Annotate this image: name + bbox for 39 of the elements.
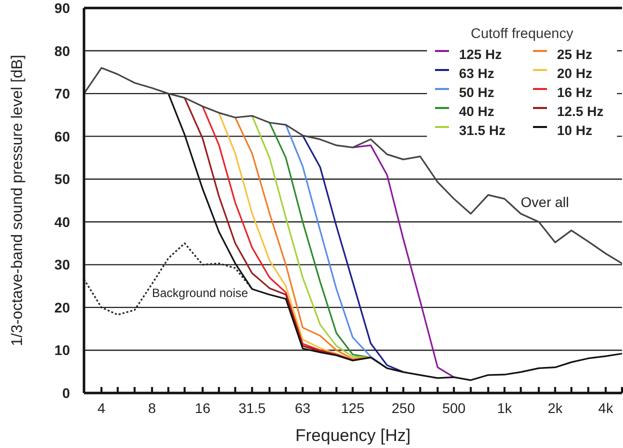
x-tick-label: 125 bbox=[341, 400, 365, 416]
line-series bbox=[352, 144, 455, 378]
y-axis-title: 1/3-octave-band sound pressure level [dB] bbox=[9, 54, 26, 346]
legend-title: Cutoff frequency bbox=[470, 25, 574, 41]
y-tick-label: 50 bbox=[54, 171, 70, 188]
y-tick-label: 30 bbox=[54, 256, 70, 273]
y-tick-label: 80 bbox=[54, 42, 70, 59]
legend-label: 10 Hz bbox=[557, 123, 593, 138]
x-tick-label: 31.5 bbox=[238, 400, 266, 416]
legend-label: 50 Hz bbox=[459, 85, 495, 100]
line-series bbox=[83, 67, 623, 264]
x-tick-label: 250 bbox=[392, 400, 416, 416]
x-axis-title: Frequency [Hz] bbox=[295, 426, 411, 445]
legend-label: 20 Hz bbox=[557, 66, 593, 81]
x-tick-label: 8 bbox=[148, 400, 156, 416]
x-tick-label: 2k bbox=[548, 400, 564, 416]
annotation: Over all bbox=[520, 194, 570, 210]
x-tick-label: 16 bbox=[194, 400, 211, 416]
y-tick-label: 70 bbox=[54, 86, 70, 102]
x-tick-label: 4k bbox=[598, 400, 614, 416]
legend-label: 63 Hz bbox=[459, 66, 495, 81]
annotation: Background noise bbox=[152, 286, 248, 300]
y-tick-label: 20 bbox=[54, 299, 70, 316]
y-tick-label: 10 bbox=[54, 342, 70, 358]
y-tick-label: 90 bbox=[54, 0, 70, 16]
legend-label: 40 Hz bbox=[459, 104, 495, 119]
x-tick-label: 4 bbox=[98, 400, 106, 416]
y-tick-label: 0 bbox=[62, 385, 70, 401]
x-tick-label: 500 bbox=[442, 400, 466, 416]
legend-label: 12.5 Hz bbox=[557, 104, 604, 119]
legend-label: 16 Hz bbox=[557, 85, 593, 100]
y-tick-label: 60 bbox=[54, 128, 70, 144]
x-tick-label: 63 bbox=[294, 400, 311, 416]
y-tick-label: 40 bbox=[54, 214, 70, 230]
line-series bbox=[302, 134, 404, 373]
legend-label: 25 Hz bbox=[557, 47, 593, 62]
x-tick-label: 1k bbox=[497, 400, 513, 416]
legend-label: 31.5 Hz bbox=[459, 123, 506, 138]
legend-label: 125 Hz bbox=[459, 47, 502, 62]
